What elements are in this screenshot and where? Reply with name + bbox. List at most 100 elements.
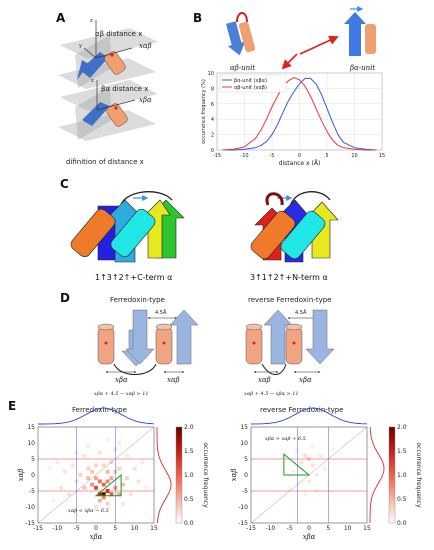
heatmap-cell [97,492,102,497]
panel-label-b: B [193,11,202,25]
fold-c-left [70,191,185,263]
distance-line-chart: -15 -10 -5 0 5 10 15 0 2 4 6 8 10 βα-unit (xβα)αβ-uni… [201,71,385,167]
fold-d-right: 4.5Å xαβ xβα [245,309,335,384]
fold-d-left-title: Ferredoxin-type [110,296,165,304]
heatmap-cell [307,479,311,484]
heatmap-cell [94,505,98,509]
heatmap-cell [82,453,87,458]
heatmap-cell [90,482,95,487]
heatmap-left-title: Ferredoxin-type [72,406,127,414]
heatmap-cell [59,485,64,490]
colorbar-tick-label: 0.0 [184,520,194,527]
d-right-x1: xαβ [258,376,271,384]
y-tick-label: 8 [211,86,214,92]
svg-text:z: z [91,78,94,84]
d-right-formula: xαβ + 4.5 − xβα > 11 [244,391,299,397]
heatmap-cell [47,466,52,471]
marginal-y-curve [369,426,385,523]
heatmap-cell [105,501,110,506]
heatmap-cell [303,492,308,497]
heatmap-cell [136,479,141,484]
x-tick-label: -5 [270,153,275,159]
x-beta-label: xβα [139,96,152,104]
legend-box [219,74,287,93]
series-line-0 [222,77,377,151]
x-tick-label: -15 [33,525,43,532]
legend-entry: βα-unit (xβα) [234,78,267,84]
x-tick-label: 15 [150,525,158,532]
x-tick-label: 5 [326,525,330,532]
spacing-right: 4.5Å [295,309,307,316]
colorbar-tick-label: 2.0 [397,424,407,431]
y-tick-label: 0 [211,148,214,154]
marginal-x-curve [251,407,368,425]
heatmap-cell [117,492,122,497]
heatmap-cell [125,453,129,458]
heatmap-cell [86,476,91,481]
fold-c-right-label: 3↑1↑2↑+N-term α [250,273,328,282]
legend: βα-unit (xβα)αβ-unit (xαβ) [219,74,287,93]
colorbar-tick-label: 1.5 [397,448,407,455]
heatmap-cell [51,498,56,503]
panel-e: E Ferredoxin-type reverse Ferredoxin-typ… [8,399,422,541]
y-tick-label: -10 [25,504,35,511]
heatmap-cell [109,492,114,497]
heatmap-cell [303,453,308,458]
heatmap-cell [86,466,91,471]
region-annotation: xβα > xαβ + 6.5 [265,436,306,442]
heatmap-cell [310,444,315,449]
heatmap-cell [291,469,296,474]
spacing-left: 4.5Å [155,309,167,316]
heatmap-left: -15-15 -10 -10 -5 -5 0 0 5 5 10 10 15 15 xβα xαβ xαβ < … [17,407,209,541]
y-tick-label: 6 [211,102,214,108]
heatmap-cell [94,476,98,481]
fold-d-right-title: reverse Ferredoxin-type [248,296,331,304]
d-left-x1: xβα [115,376,128,384]
colorbar-tick-label: 0.5 [397,496,407,503]
heatmap-cell [128,492,133,497]
y-tick-label: 5 [31,456,35,463]
x-tick-label: -15 [246,525,256,532]
alpha-distance-label: αβ distance x [95,30,142,38]
x-tick-label: -10 [240,153,248,159]
x-tick-label: 15 [363,525,371,532]
y-tick-label: 4 [211,117,214,123]
colorbar-label: occurrence frequency [415,442,422,508]
heatmap-cell [105,479,110,484]
y-tick-label: -10 [238,504,248,511]
svg-text:y: y [79,43,82,49]
fold-c-left-label: 1↑3↑2↑+C-term α [95,273,172,282]
beta-distance-label: βα distance x [101,85,148,93]
heatmap-cell [132,466,137,471]
colorbar-tick-label: 1.0 [397,472,407,479]
heatmap-cell [121,501,125,506]
y-tick-label: 0 [31,472,35,479]
x-tick-label: 5 [325,153,328,159]
colorbar-tick-label: 2.0 [184,424,194,431]
x-axis-label: xβα [90,533,103,541]
colorbar-tick-label: 0.0 [397,520,407,527]
heatmap-cell [78,473,83,477]
x-tick-label: 10 [351,153,357,159]
heatmap-cell [67,492,71,497]
heatmap-cell [117,466,122,471]
legend-entry: αβ-unit (xαβ) [234,85,267,91]
heatmap-cell [82,485,87,490]
y-tick-label: -15 [238,520,248,527]
heatmap-cell [109,476,114,481]
x-axis-label: distance x (Å) [279,160,321,167]
heatmap-cell [140,460,145,465]
y-axis-label: xαβ [17,469,25,482]
heatmap-cell [105,469,110,474]
panel-c: C 1↑3↑2↑+C-term α 3↑1↑2↑+N-term α [60,177,339,282]
y-axis-label: xαβ [230,469,238,482]
alpha-beta-schematic: z y [58,18,158,89]
panel-label-c: C [60,177,69,191]
heatmap-cell [55,460,60,465]
d-left-x2: xαβ [167,376,180,384]
d-left-formula: xβα + 4.5 − xαβ > 11 [94,391,149,397]
x-tick-label: 15 [379,153,385,159]
fold-c-right [250,191,339,263]
y-tick-label: -5 [29,488,35,495]
